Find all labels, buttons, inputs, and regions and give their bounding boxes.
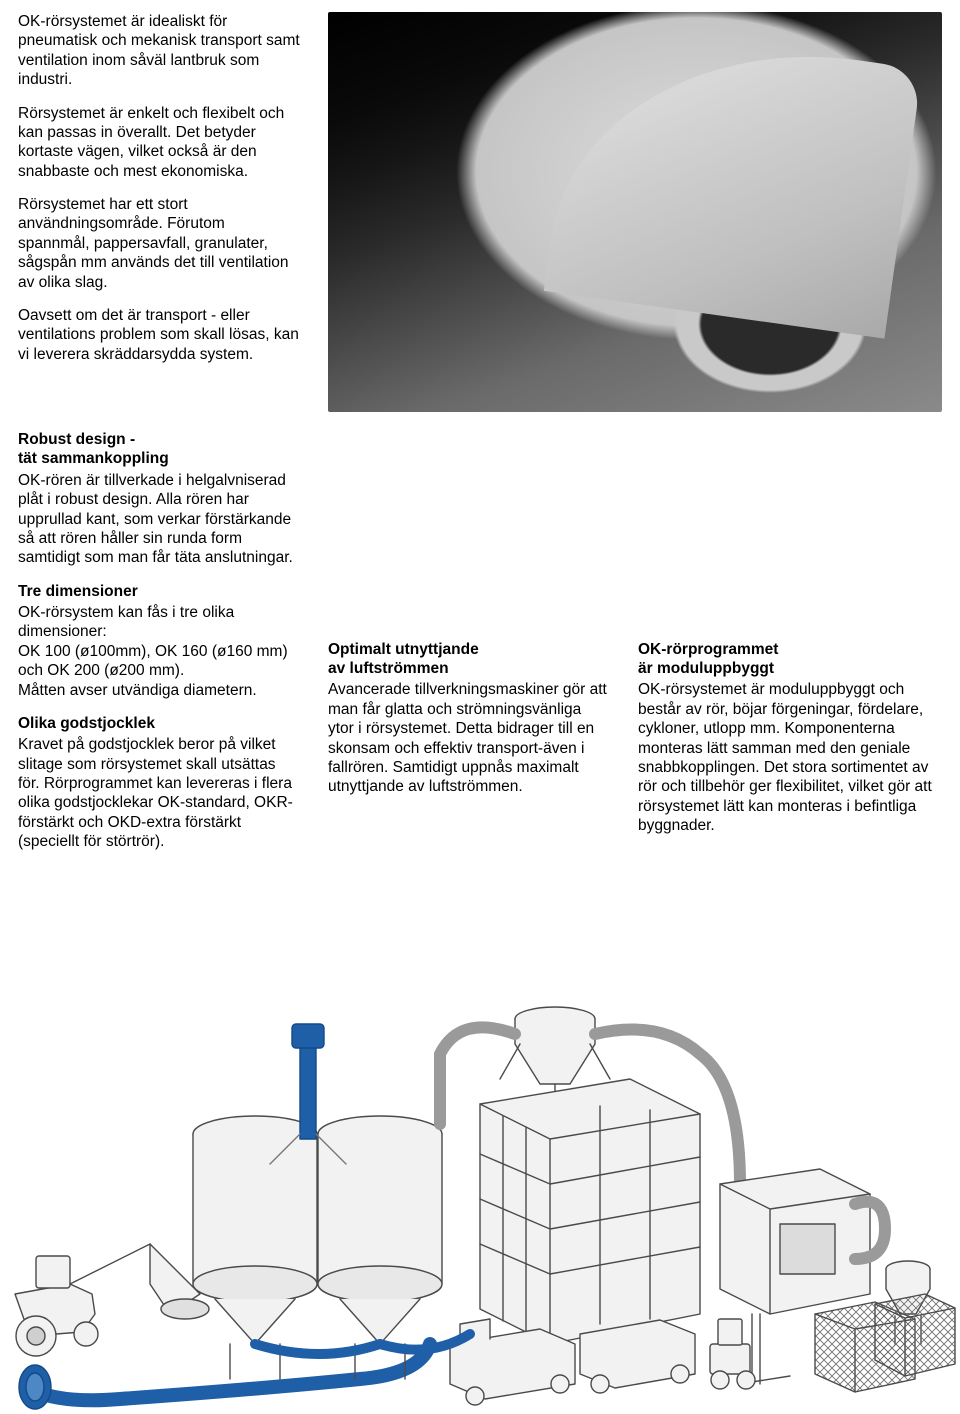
plant-illustration — [0, 984, 960, 1414]
intro-p2: Rörsystemet är enkelt och flexibelt och … — [18, 104, 300, 182]
optimal-body: Avancerade tillverkningsmaskiner gör att… — [328, 681, 607, 795]
intro-p1: OK-rörsystemet är idealiskt för pneumati… — [18, 12, 300, 90]
dimensions-block: Tre dimensioner OK-rörsystem kan fås i t… — [18, 582, 300, 700]
dimensions-heading: Tre dimensioner — [18, 582, 300, 601]
optimal-block: Optimalt utnyttjande av luftströmmen Ava… — [328, 640, 610, 797]
modular-heading-l1: OK-rörprogrammet — [638, 641, 778, 658]
thickness-block: Olika godstjocklek Kravet på godstjockle… — [18, 714, 300, 852]
intro-column: OK-rörsystemet är idealiskt för pneumati… — [18, 12, 300, 412]
optimal-heading-l1: Optimalt utnyttjande — [328, 641, 479, 658]
intro-p4: Oavsett om det är transport - eller vent… — [18, 306, 300, 364]
robust-body: OK-rören är tillverkade i helgalvniserad… — [18, 472, 293, 567]
dimensions-body: OK-rörsystem kan fås i tre olika dimensi… — [18, 604, 288, 699]
optimal-heading-l2: av luftströmmen — [328, 660, 449, 677]
thickness-body: Kravet på godstjocklek beror på vilket s… — [18, 736, 293, 850]
modular-block: OK-rörprogrammet är moduluppbyggt OK-rör… — [638, 640, 942, 836]
robust-heading-l2: tät sammankoppling — [18, 450, 169, 467]
modular-body: OK-rörsystemet är moduluppbyggt och best… — [638, 681, 932, 834]
modular-heading-l2: är moduluppbyggt — [638, 660, 774, 677]
thickness-heading: Olika godstjocklek — [18, 714, 300, 733]
intro-p3: Rörsystemet har ett stort användningsomr… — [18, 195, 300, 292]
hero-pipe-photo — [328, 12, 942, 412]
robust-block: Robust design - tät sammankoppling OK-rö… — [18, 430, 300, 568]
robust-heading-l1: Robust design - — [18, 431, 135, 448]
